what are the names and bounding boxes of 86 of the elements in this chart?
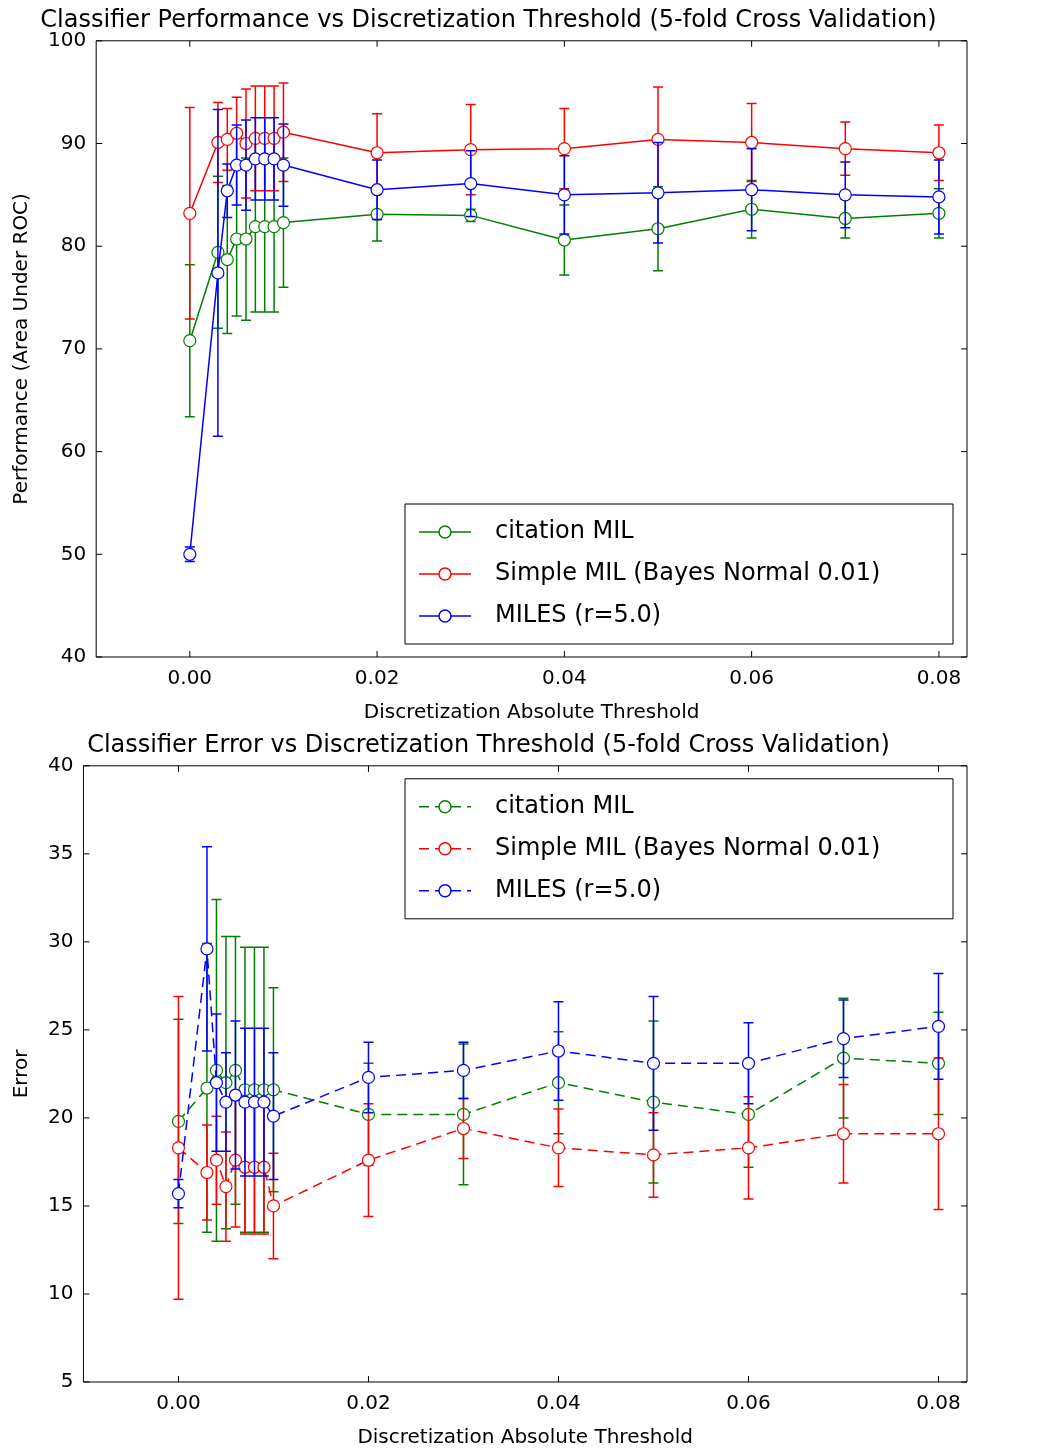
point bbox=[838, 188, 852, 202]
chart-title: Classifier Error vs Discretization Threshold (5-fold Cross Validation) bbox=[87, 729, 890, 758]
point bbox=[200, 1165, 214, 1180]
legend-label: MILES (r=5.0) bbox=[495, 875, 662, 904]
point bbox=[745, 135, 759, 150]
point bbox=[464, 176, 478, 191]
point bbox=[551, 1141, 566, 1155]
x-tick-label: 0.00 bbox=[156, 1390, 201, 1415]
y-tick-label: 50 bbox=[60, 540, 87, 565]
y-tick-label: 60 bbox=[60, 437, 87, 462]
point bbox=[220, 252, 234, 267]
point bbox=[239, 158, 253, 172]
point bbox=[836, 1127, 851, 1141]
point bbox=[266, 1199, 281, 1213]
point bbox=[220, 184, 234, 198]
point bbox=[211, 266, 225, 280]
point bbox=[745, 183, 759, 197]
y-tick-label: 10 bbox=[48, 1280, 74, 1305]
point bbox=[456, 1063, 471, 1077]
point bbox=[361, 1070, 376, 1085]
point bbox=[219, 1179, 233, 1194]
x-tick-label: 0.04 bbox=[536, 1390, 581, 1415]
point bbox=[370, 183, 384, 197]
legend-label: Simple MIL (Bayes Normal 0.01) bbox=[495, 558, 881, 587]
x-axis-title: Discretization Absolute Threshold bbox=[357, 1424, 694, 1449]
y-tick-label: 40 bbox=[48, 752, 74, 776]
point bbox=[183, 334, 197, 348]
legend-label: citation MIL bbox=[495, 516, 635, 545]
point bbox=[220, 132, 234, 146]
point bbox=[932, 146, 946, 160]
point bbox=[646, 1056, 661, 1070]
y-tick-label: 30 bbox=[48, 928, 74, 953]
x-tick-label: 0.08 bbox=[916, 665, 962, 690]
y-axis-title: Error bbox=[8, 1048, 33, 1099]
x-tick-label: 0.00 bbox=[167, 665, 213, 690]
point bbox=[209, 1076, 224, 1090]
point bbox=[171, 1141, 186, 1155]
y-axis-title: Performance (Area Under ROC) bbox=[8, 193, 33, 505]
y-tick-label: 20 bbox=[48, 1104, 74, 1129]
point bbox=[838, 142, 852, 156]
point bbox=[361, 1153, 376, 1167]
point bbox=[183, 206, 197, 220]
point bbox=[836, 1032, 851, 1046]
point bbox=[267, 152, 281, 166]
point bbox=[551, 1044, 566, 1058]
point bbox=[557, 142, 571, 156]
x-tick-label: 0.02 bbox=[354, 665, 400, 690]
point bbox=[557, 188, 571, 202]
x-tick-label: 0.06 bbox=[726, 1390, 771, 1415]
y-tick-label: 5 bbox=[60, 1368, 74, 1393]
point bbox=[646, 1148, 661, 1162]
y-tick-label: 35 bbox=[48, 840, 74, 865]
x-tick-label: 0.06 bbox=[729, 665, 774, 690]
point bbox=[200, 942, 214, 956]
x-tick-label: 0.04 bbox=[542, 665, 587, 690]
legend-label: Simple MIL (Bayes Normal 0.01) bbox=[495, 833, 881, 862]
x-tick-label: 0.08 bbox=[916, 1390, 961, 1415]
point bbox=[228, 1088, 243, 1102]
point bbox=[931, 1127, 946, 1141]
y-tick-label: 90 bbox=[60, 129, 87, 154]
y-tick-label: 15 bbox=[48, 1192, 74, 1217]
x-tick-label: 0.02 bbox=[346, 1390, 391, 1415]
point bbox=[741, 1141, 756, 1155]
point bbox=[209, 1153, 224, 1167]
point bbox=[219, 1095, 233, 1109]
point bbox=[276, 158, 291, 172]
point bbox=[932, 190, 946, 204]
point bbox=[200, 1081, 214, 1095]
legend-label: MILES (r=5.0) bbox=[495, 600, 662, 629]
y-tick-label: 25 bbox=[48, 1016, 74, 1041]
point bbox=[171, 1187, 186, 1201]
point bbox=[266, 1109, 281, 1123]
point bbox=[741, 1056, 756, 1070]
legend-label: citation MIL bbox=[495, 791, 635, 820]
point bbox=[456, 1121, 471, 1136]
point bbox=[931, 1019, 946, 1033]
point bbox=[651, 186, 665, 200]
point bbox=[257, 1095, 271, 1109]
point bbox=[239, 232, 253, 246]
y-tick-label: 40 bbox=[60, 643, 87, 668]
x-axis-title: Discretization Absolute Threshold bbox=[363, 699, 700, 724]
y-tick-label: 80 bbox=[60, 232, 87, 257]
point bbox=[276, 215, 291, 230]
point bbox=[557, 233, 571, 247]
point bbox=[370, 146, 384, 160]
y-tick-label: 70 bbox=[60, 335, 87, 360]
